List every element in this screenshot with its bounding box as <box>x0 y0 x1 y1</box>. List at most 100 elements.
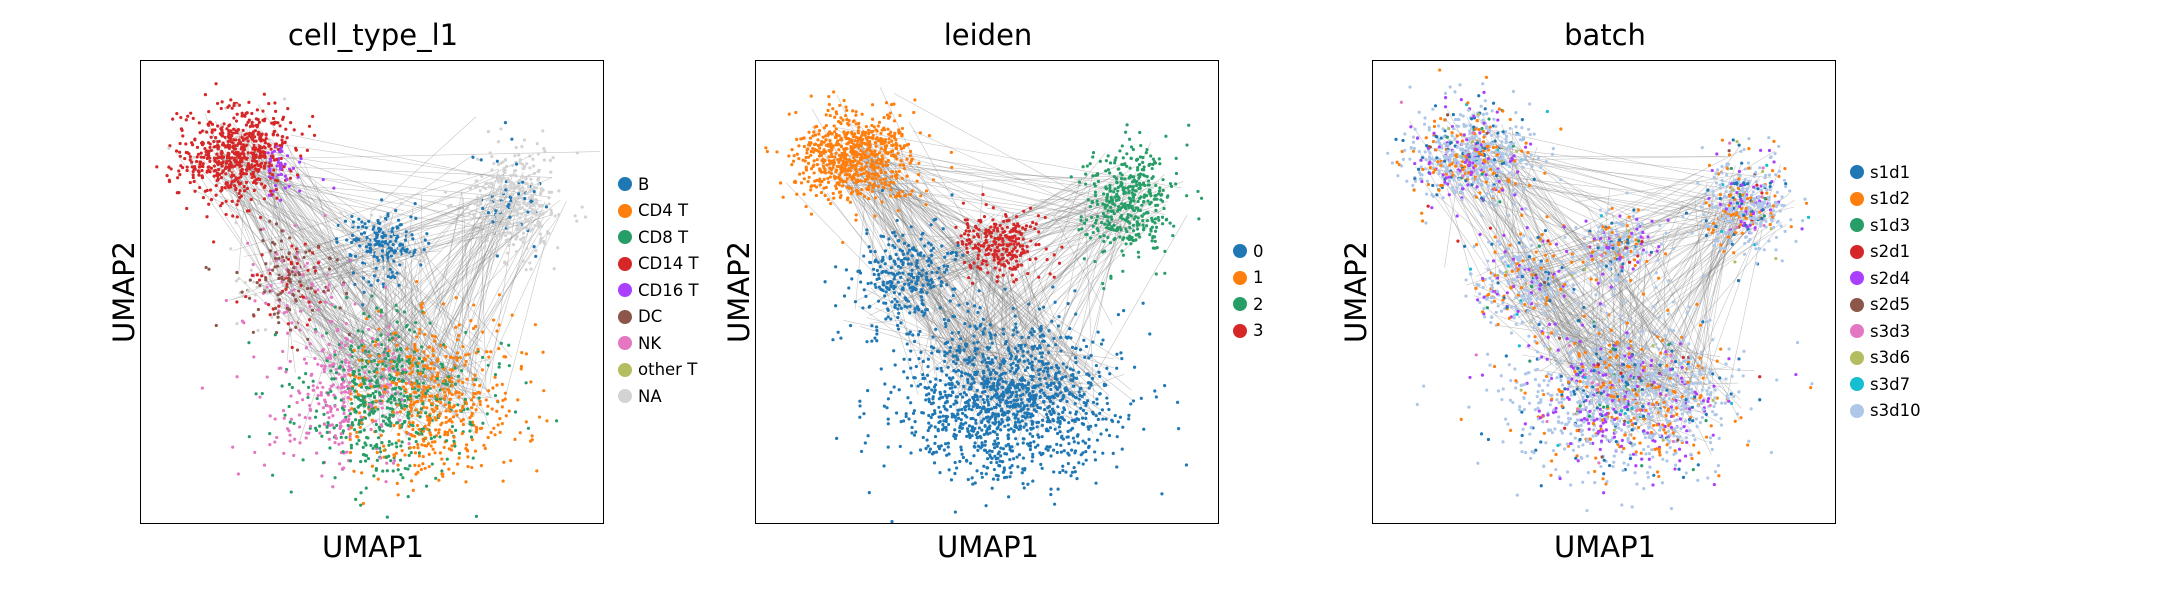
scatter-point <box>859 192 863 196</box>
scatter-point <box>995 245 999 249</box>
scatter-point <box>827 95 831 99</box>
scatter-point <box>220 201 224 205</box>
scatter-point <box>450 444 454 448</box>
scatter-point <box>835 181 840 185</box>
scatter-point <box>525 246 529 251</box>
scatter-point <box>875 166 879 170</box>
scatter-point <box>1074 312 1078 316</box>
scatter-point <box>349 397 353 401</box>
scatter-point <box>866 155 870 159</box>
scatter-point <box>1187 123 1191 127</box>
scatter-point <box>880 154 884 158</box>
scatter-point <box>895 300 899 304</box>
scatter-point <box>837 160 841 164</box>
scatter-point <box>347 364 351 369</box>
scatter-point <box>1119 215 1123 219</box>
scatter-point <box>998 268 1002 272</box>
scatter-point <box>469 251 473 255</box>
scatter-point <box>207 109 211 114</box>
scatter-point <box>1131 175 1136 179</box>
scatter-point <box>285 136 289 140</box>
scatter-point <box>348 412 353 416</box>
scatter-point <box>1112 212 1116 216</box>
scatter-point <box>275 196 279 200</box>
scatter-point <box>376 338 380 342</box>
scatter-point <box>501 398 505 403</box>
scatter-point <box>1102 203 1107 207</box>
scatter-point <box>549 190 554 194</box>
scatter-point <box>1028 206 1033 210</box>
scatter-point <box>179 115 183 120</box>
scatter-point <box>843 148 847 153</box>
scatter-point <box>238 189 242 193</box>
scatter-point <box>513 184 517 188</box>
scatter-point <box>256 307 260 312</box>
scatter-point <box>234 129 239 133</box>
scatter-point <box>506 251 510 255</box>
scatter-point <box>397 354 401 358</box>
scatter-point <box>241 156 245 160</box>
scatter-point <box>960 452 964 456</box>
scatter-point <box>1138 130 1142 135</box>
scatter-point <box>519 212 524 216</box>
scatter-point <box>997 243 1001 247</box>
scatter-point <box>1014 215 1019 219</box>
scatter-point <box>211 240 216 244</box>
scatter-point <box>888 255 892 259</box>
scatter-point <box>353 389 357 393</box>
scatter-point <box>286 306 290 311</box>
scatter-point <box>302 278 306 282</box>
scatter-point <box>870 158 874 162</box>
scatter-point <box>260 274 264 278</box>
scatter-point <box>212 164 216 168</box>
scatter-point <box>361 445 365 449</box>
scatter-point <box>452 404 456 408</box>
scatter-point <box>547 202 551 206</box>
scatter-point <box>457 323 461 327</box>
scatter-point <box>919 290 923 294</box>
scatter-point <box>221 161 225 165</box>
scatter-point <box>313 255 317 259</box>
scatter-point <box>862 254 866 258</box>
scatter-point <box>846 141 850 145</box>
scatter-point <box>1030 459 1034 463</box>
scatter-point <box>981 352 985 357</box>
scatter-point <box>435 406 439 411</box>
scatter-point <box>811 134 815 138</box>
scatter-point <box>517 153 521 157</box>
scatter-point <box>283 174 288 178</box>
scatter-point <box>448 397 453 401</box>
scatter-point <box>969 266 973 270</box>
scatter-point <box>327 235 331 239</box>
scatter-point <box>258 145 262 149</box>
scatter-point <box>285 282 289 287</box>
scatter-point <box>437 431 441 435</box>
scatter-point <box>870 123 874 128</box>
scatter-point <box>867 131 871 136</box>
scatter-point <box>479 158 483 162</box>
scatter-point <box>850 152 855 156</box>
scatter-point <box>504 233 508 238</box>
scatter-point <box>241 294 245 298</box>
scatter-point <box>380 240 385 244</box>
scatter-point <box>872 272 876 277</box>
scatter-point <box>237 138 241 142</box>
scatter-point <box>460 392 464 396</box>
scatter-point <box>886 127 890 131</box>
scatter-point <box>429 366 433 371</box>
scatter-point <box>289 490 293 494</box>
scatter-point <box>470 414 474 418</box>
scatter-point <box>279 198 283 202</box>
scatter-point <box>532 245 536 249</box>
scatter-point <box>444 439 449 443</box>
scatter-point <box>234 279 239 283</box>
scatter-point <box>1117 198 1121 202</box>
scatter-point <box>422 258 426 262</box>
scatter-point <box>908 304 912 308</box>
scatter-point <box>274 109 278 113</box>
scatter-point <box>943 354 947 358</box>
scatter-point <box>521 180 525 184</box>
scatter-point <box>884 101 889 105</box>
scatter-point <box>807 175 811 179</box>
